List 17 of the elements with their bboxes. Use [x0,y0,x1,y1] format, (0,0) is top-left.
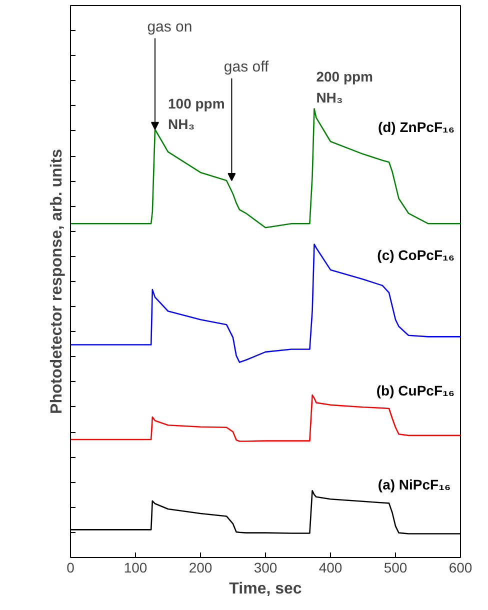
annotation: gas off [224,58,270,76]
series-label: (b) CuPcF₁₆ [376,382,455,398]
x-axis-title: Time, sec [229,580,302,598]
x-tick-label: 200 [188,560,212,576]
x-tick-label: 600 [448,560,472,576]
x-tick-label: 400 [318,560,342,576]
annotation: gas on [147,18,192,36]
x-tick-label: 100 [124,560,148,576]
x-tick-label: 500 [384,560,408,576]
series-label: (d) ZnPcF₁₆ [378,118,455,135]
y-axis-title: Photodetector response, arb. units [48,148,66,414]
text: 200 ppm NH₃ [316,68,374,106]
x-tick-label: 0 [66,560,75,576]
series-label: (a) NiPcF₁₆ [378,476,451,493]
x-tick-label: 300 [254,560,278,576]
series-label: (c) CoPcF₁₆ [377,247,455,264]
annotation: 100 ppm NH₃ [168,95,225,132]
